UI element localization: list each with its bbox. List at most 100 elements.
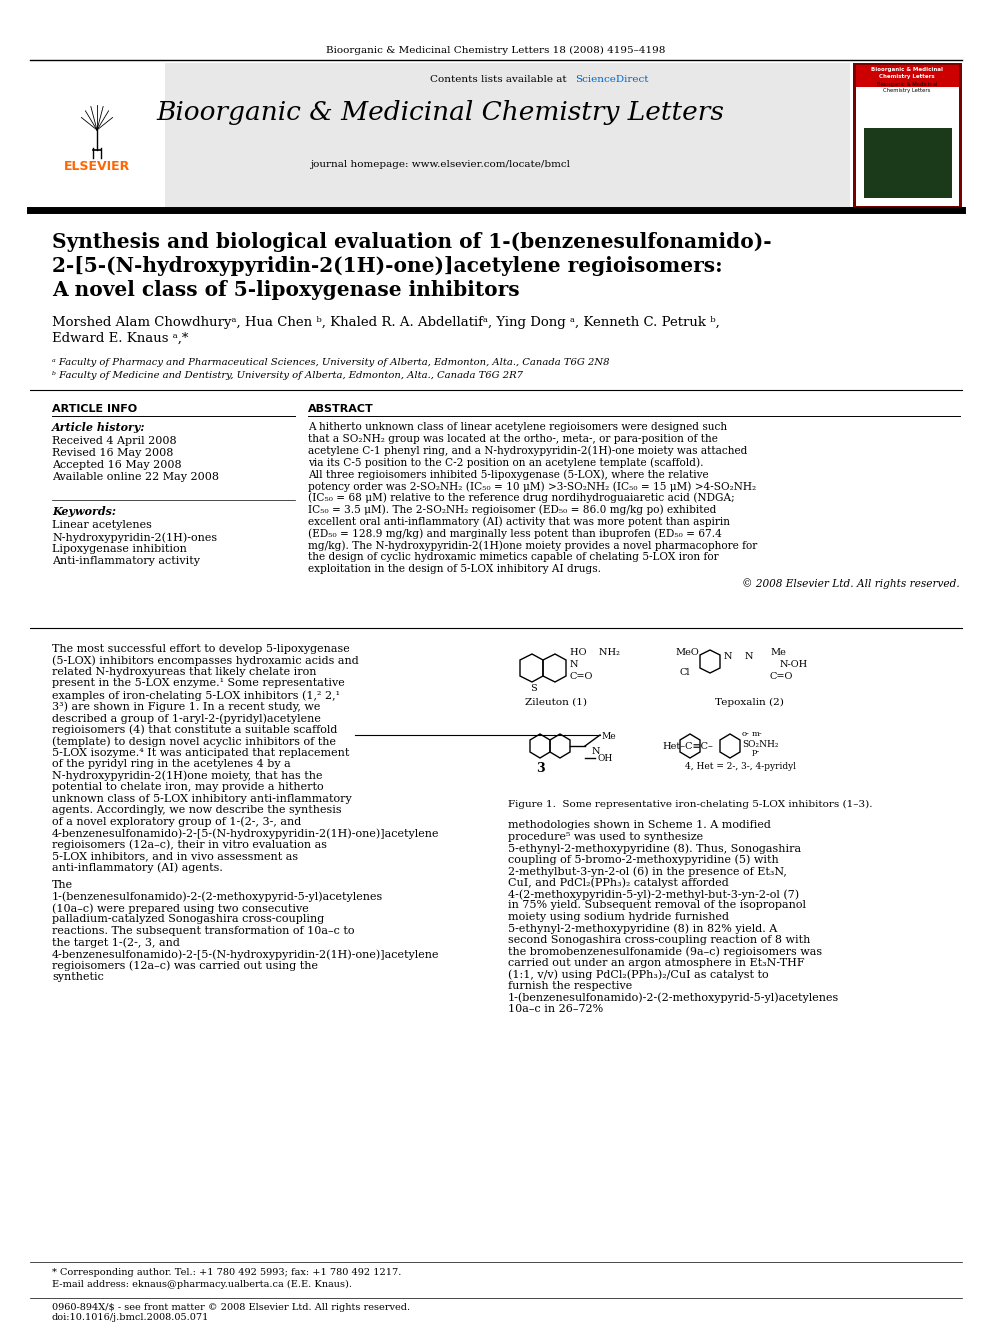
Text: IC₅₀ = 3.5 μM). The 2-SO₂NH₂ regioisomer (ED₅₀ = 86.0 mg/kg po) exhibited: IC₅₀ = 3.5 μM). The 2-SO₂NH₂ regioisomer…	[308, 504, 716, 515]
Text: (5-LOX) inhibitors encompasses hydroxamic acids and: (5-LOX) inhibitors encompasses hydroxami…	[52, 655, 359, 665]
Text: Article history:: Article history:	[52, 422, 146, 433]
Text: 5-ethynyl-2-methoxypyridine (8). Thus, Sonogashira: 5-ethynyl-2-methoxypyridine (8). Thus, S…	[508, 843, 802, 853]
Text: 5-ethynyl-2-methoxypyridine (8) in 82% yield. A: 5-ethynyl-2-methoxypyridine (8) in 82% y…	[508, 923, 778, 934]
Text: Bioorganic & Medicinal: Bioorganic & Medicinal	[871, 67, 943, 71]
Text: CuI, and PdCl₂(PPh₃)₂ catalyst afforded: CuI, and PdCl₂(PPh₃)₂ catalyst afforded	[508, 877, 729, 888]
Text: * Corresponding author. Tel.: +1 780 492 5993; fax: +1 780 492 1217.: * Corresponding author. Tel.: +1 780 492…	[52, 1267, 402, 1277]
Text: All three regioisomers inhibited 5-lipoxygenase (5-LOX), where the relative: All three regioisomers inhibited 5-lipox…	[308, 470, 708, 480]
Text: methodologies shown in Scheme 1. A modified: methodologies shown in Scheme 1. A modif…	[508, 820, 771, 830]
Text: © 2008 Elsevier Ltd. All rights reserved.: © 2008 Elsevier Ltd. All rights reserved…	[742, 578, 960, 589]
FancyBboxPatch shape	[30, 64, 165, 208]
Text: Received 4 April 2008: Received 4 April 2008	[52, 437, 177, 446]
Text: Synthesis and biological evaluation of 1-(benzenesulfonamido)-: Synthesis and biological evaluation of 1…	[52, 232, 772, 251]
Text: A hitherto unknown class of linear acetylene regioisomers were designed such: A hitherto unknown class of linear acety…	[308, 422, 727, 433]
Text: Tepoxalin (2): Tepoxalin (2)	[715, 699, 784, 706]
Text: 0960-894X/$ - see front matter © 2008 Elsevier Ltd. All rights reserved.: 0960-894X/$ - see front matter © 2008 El…	[52, 1303, 410, 1312]
Text: regioisomers (12a–c), their in vitro evaluation as: regioisomers (12a–c), their in vitro eva…	[52, 840, 327, 851]
Text: doi:10.1016/j.bmcl.2008.05.071: doi:10.1016/j.bmcl.2008.05.071	[52, 1312, 209, 1322]
Text: Edward E. Knaus ᵃ,*: Edward E. Knaus ᵃ,*	[52, 332, 188, 345]
FancyBboxPatch shape	[853, 64, 962, 208]
Text: (template) to design novel acyclic inhibitors of the: (template) to design novel acyclic inhib…	[52, 736, 336, 746]
Text: N-hydroxypyridin-2(1H)one moiety, that has the: N-hydroxypyridin-2(1H)one moiety, that h…	[52, 770, 322, 781]
FancyBboxPatch shape	[856, 65, 959, 87]
Text: agents. Accordingly, we now describe the synthesis: agents. Accordingly, we now describe the…	[52, 804, 341, 815]
Text: potential to chelate iron, may provide a hitherto: potential to chelate iron, may provide a…	[52, 782, 323, 792]
Text: 3: 3	[536, 762, 545, 775]
Text: ARTICLE INFO: ARTICLE INFO	[52, 404, 137, 414]
Text: Accepted 16 May 2008: Accepted 16 May 2008	[52, 460, 182, 470]
Text: Revised 16 May 2008: Revised 16 May 2008	[52, 448, 174, 458]
Text: MeO: MeO	[675, 648, 698, 658]
Text: (IC₅₀ = 68 μM) relative to the reference drug nordihydroguaiaretic acid (NDGA;: (IC₅₀ = 68 μM) relative to the reference…	[308, 492, 735, 503]
Text: Linear acetylenes: Linear acetylenes	[52, 520, 152, 531]
Text: Keywords:: Keywords:	[52, 505, 116, 517]
Text: journal homepage: www.elsevier.com/locate/bmcl: journal homepage: www.elsevier.com/locat…	[310, 160, 570, 169]
Text: regioisomers (4) that constitute a suitable scaffold: regioisomers (4) that constitute a suita…	[52, 725, 337, 736]
Text: acetylene C-1 phenyl ring, and a N-hydroxypyridin-2(1H)-one moiety was attached: acetylene C-1 phenyl ring, and a N-hydro…	[308, 446, 747, 456]
Text: Zileuton (1): Zileuton (1)	[525, 699, 587, 706]
Text: Figure 1.  Some representative iron-chelating 5-LOX inhibitors (1–3).: Figure 1. Some representative iron-chela…	[508, 800, 873, 810]
Text: o-: o-	[742, 730, 750, 738]
Text: in 75% yield. Subsequent removal of the isopropanol: in 75% yield. Subsequent removal of the …	[508, 901, 806, 910]
Text: Contents lists available at: Contents lists available at	[430, 75, 569, 83]
Text: of a novel exploratory group of 1-(2-, 3-, and: of a novel exploratory group of 1-(2-, 3…	[52, 816, 302, 827]
Text: N    N: N N	[724, 652, 754, 662]
Text: 5-LOX inhibitors, and in vivo assessment as: 5-LOX inhibitors, and in vivo assessment…	[52, 851, 299, 861]
Text: furnish the respective: furnish the respective	[508, 980, 632, 991]
Text: second Sonogashira cross-coupling reaction of 8 with: second Sonogashira cross-coupling reacti…	[508, 935, 810, 945]
Text: examples of iron-chelating 5-LOX inhibitors (1,² 2,¹: examples of iron-chelating 5-LOX inhibit…	[52, 691, 340, 701]
Text: via its C-5 position to the C-2 position on an acetylene template (scaffold).: via its C-5 position to the C-2 position…	[308, 458, 703, 468]
Text: SO₂NH₂: SO₂NH₂	[742, 740, 779, 749]
Text: anti-inflammatory (AI) agents.: anti-inflammatory (AI) agents.	[52, 863, 223, 873]
Text: 2-[5-(N-hydroxypyridin-2(1H)-one)]acetylene regioisomers:: 2-[5-(N-hydroxypyridin-2(1H)-one)]acetyl…	[52, 255, 722, 277]
Text: present in the 5-LOX enzyme.¹ Some representative: present in the 5-LOX enzyme.¹ Some repre…	[52, 679, 345, 688]
Text: described a group of 1-aryl-2-(pyridyl)acetylene: described a group of 1-aryl-2-(pyridyl)a…	[52, 713, 320, 724]
Text: 1-(benzenesulfonamido)-2-(2-methoxypyrid-5-yl)acetylenes: 1-(benzenesulfonamido)-2-(2-methoxypyrid…	[508, 992, 839, 1003]
Text: (10a–c) were prepared using two consecutive: (10a–c) were prepared using two consecut…	[52, 904, 309, 914]
Text: Bioorganic & Medicinal Chemistry Letters: Bioorganic & Medicinal Chemistry Letters	[156, 101, 724, 124]
Text: of the pyridyl ring in the acetylenes 4 by a: of the pyridyl ring in the acetylenes 4 …	[52, 759, 291, 769]
Text: N-hydroxypyridin-2(1H)-ones: N-hydroxypyridin-2(1H)-ones	[52, 532, 217, 542]
Text: 4-(2-methoxypyridin-5-yl)-2-methyl-but-3-yn-2-ol (7): 4-(2-methoxypyridin-5-yl)-2-methyl-but-3…	[508, 889, 800, 900]
Text: that a SO₂NH₂ group was located at the ortho-, meta-, or para-position of the: that a SO₂NH₂ group was located at the o…	[308, 434, 718, 443]
Text: 5-LOX isozyme.⁴ It was anticipated that replacement: 5-LOX isozyme.⁴ It was anticipated that …	[52, 747, 349, 758]
Text: carried out under an argon atmosphere in Et₃N-THF: carried out under an argon atmosphere in…	[508, 958, 805, 968]
Text: palladium-catalyzed Sonogashira cross-coupling: palladium-catalyzed Sonogashira cross-co…	[52, 914, 324, 925]
Text: the target 1-(2-, 3, and: the target 1-(2-, 3, and	[52, 938, 180, 949]
FancyBboxPatch shape	[30, 64, 850, 208]
Text: OH: OH	[598, 754, 613, 763]
Text: the bromobenzenesulfonamide (9a–c) regioisomers was: the bromobenzenesulfonamide (9a–c) regio…	[508, 946, 822, 957]
Text: Bioorganic & Medicinal Chemistry Letters 18 (2008) 4195–4198: Bioorganic & Medicinal Chemistry Letters…	[326, 46, 666, 56]
Text: N: N	[570, 660, 578, 669]
Text: Me: Me	[602, 732, 617, 741]
Text: ABSTRACT: ABSTRACT	[308, 404, 374, 414]
Text: The: The	[52, 880, 73, 890]
Text: reactions. The subsequent transformation of 10a–c to: reactions. The subsequent transformation…	[52, 926, 354, 935]
Text: ᵃ Faculty of Pharmacy and Pharmaceutical Sciences, University of Alberta, Edmont: ᵃ Faculty of Pharmacy and Pharmaceutical…	[52, 359, 609, 366]
Text: the design of cyclic hydroxamic mimetics capable of chelating 5-LOX iron for: the design of cyclic hydroxamic mimetics…	[308, 552, 718, 562]
Text: 4-benzenesulfonamido)-2-[5-(N-hydroxypyridin-2(1H)-one)]acetylene: 4-benzenesulfonamido)-2-[5-(N-hydroxypyr…	[52, 949, 439, 959]
Text: 4-benzenesulfonamido)-2-[5-(N-hydroxypyridin-2(1H)-one)]acetylene: 4-benzenesulfonamido)-2-[5-(N-hydroxypyr…	[52, 828, 439, 839]
Text: coupling of 5-bromo-2-methoxypyridine (5) with: coupling of 5-bromo-2-methoxypyridine (5…	[508, 855, 779, 865]
Text: m-: m-	[752, 730, 763, 738]
Text: procedure⁵ was used to synthesize: procedure⁵ was used to synthesize	[508, 831, 703, 841]
Text: moiety using sodium hydride furnished: moiety using sodium hydride furnished	[508, 912, 729, 922]
Text: 1-(benzenesulfonamido)-2-(2-methoxypyrid-5-yl)acetylenes: 1-(benzenesulfonamido)-2-(2-methoxypyrid…	[52, 892, 383, 902]
Text: The most successful effort to develop 5-lipoxygenase: The most successful effort to develop 5-…	[52, 644, 350, 654]
Text: ScienceDirect: ScienceDirect	[575, 75, 649, 83]
Text: 4, Het = 2-, 3-, 4-pyridyl: 4, Het = 2-, 3-, 4-pyridyl	[685, 762, 796, 771]
Text: HO    NH₂: HO NH₂	[570, 648, 620, 658]
Text: N-OH: N-OH	[780, 660, 808, 669]
Text: (1:1, v/v) using PdCl₂(PPh₃)₂/CuI as catalyst to: (1:1, v/v) using PdCl₂(PPh₃)₂/CuI as cat…	[508, 970, 769, 980]
Text: ELSEVIER: ELSEVIER	[63, 160, 130, 173]
Text: p-: p-	[752, 747, 760, 755]
Text: A novel class of 5-lipoxygenase inhibitors: A novel class of 5-lipoxygenase inhibito…	[52, 280, 520, 300]
Text: Chemistry Letters: Chemistry Letters	[879, 74, 934, 79]
Text: N: N	[592, 747, 600, 755]
Text: (ED₅₀ = 128.9 mg/kg) and marginally less potent than ibuprofen (ED₅₀ = 67.4: (ED₅₀ = 128.9 mg/kg) and marginally less…	[308, 528, 722, 538]
Text: Available online 22 May 2008: Available online 22 May 2008	[52, 472, 219, 482]
Text: excellent oral anti-inflammatory (AI) activity that was more potent than aspirin: excellent oral anti-inflammatory (AI) ac…	[308, 516, 730, 527]
Text: C=O: C=O	[570, 672, 593, 681]
Text: ᵇ Faculty of Medicine and Dentistry, University of Alberta, Edmonton, Alta., Can: ᵇ Faculty of Medicine and Dentistry, Uni…	[52, 370, 523, 380]
Text: Het–C≡C–: Het–C≡C–	[662, 742, 713, 751]
